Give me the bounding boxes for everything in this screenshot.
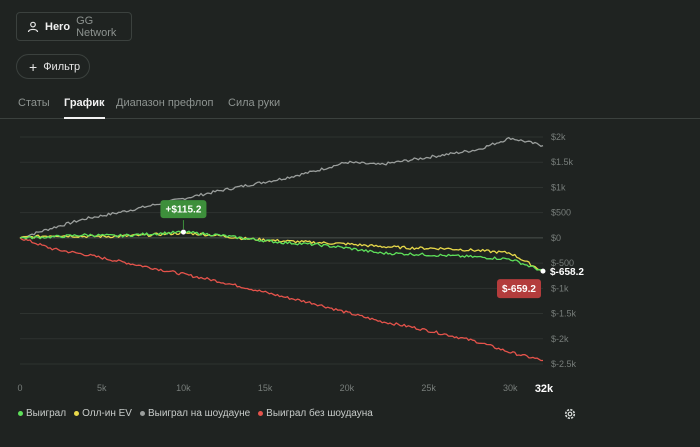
legend-dot (139, 411, 145, 416)
series-line (19, 230, 544, 272)
peak-badge (160, 200, 207, 219)
x-tick-label: 20k (340, 383, 355, 393)
y-tick-label: $-1.5k (551, 309, 577, 319)
x-tick-label: 10k (176, 383, 191, 393)
chart-grid (20, 136, 543, 365)
hero-name: Hero (45, 20, 71, 33)
filter-button[interactable]: + Фильтр (16, 54, 90, 79)
legend-label: Выиграл без шоудауна (266, 408, 373, 419)
x-end-label: 32k (535, 383, 554, 395)
legend-dot (74, 411, 80, 416)
legend-item-non-showdown[interactable]: Выиграл без шоудауна (258, 408, 373, 419)
legend-item-showdown[interactable]: Выиграл на шоудауне (139, 408, 251, 419)
chart-legend: Выиграл Олл-ин EV Выиграл на шоудауне Вы… (18, 408, 373, 419)
y-tick-label: $1.5k (551, 157, 574, 167)
y-axis-ticks: $2k $1.5k $1k $500 $0 $-500 $-1k $-1.5k $-2k $-2.… (551, 132, 577, 369)
legend-dot (258, 411, 264, 416)
tab-preflop-range[interactable]: Диапазон префлоп (116, 97, 214, 109)
y-tick-label: $2k (551, 132, 566, 142)
chart-series (19, 136, 544, 362)
hero-network: GG Network (76, 14, 117, 39)
peak-dot (180, 229, 186, 235)
tab-stats[interactable]: Статы (18, 97, 50, 109)
filter-label: Фильтр (43, 60, 81, 73)
series-line (19, 136, 544, 239)
user-icon (27, 21, 39, 33)
series-line (19, 237, 543, 362)
x-tick-label: 0 (17, 383, 22, 393)
end-badge-ev (497, 279, 541, 299)
y-tick-label: $0 (551, 233, 561, 243)
gear-icon[interactable] (563, 407, 577, 421)
x-tick-label: 25k (421, 383, 436, 393)
legend-label: Выиграл на шоудауне (147, 408, 251, 419)
x-tick-label: 5k (97, 383, 107, 393)
y-tick-label: $-500 (551, 258, 574, 268)
y-tick-label: $-2k (551, 334, 569, 344)
end-label-won: $-658.2 (550, 267, 584, 278)
legend-label: Олл-ин EV (82, 408, 132, 419)
profit-chart: $2k $1.5k $1k $500 $0 $-500 $-1k $-1.5k $-2k $-2.… (17, 132, 584, 395)
legend-dot (18, 411, 23, 416)
end-dot (540, 268, 546, 274)
y-tick-label: $-2.5k (551, 359, 577, 369)
peak-label: +$115.2 (166, 205, 202, 216)
x-tick-label: 30k (503, 383, 518, 393)
chart-annotations: +$115.2 $-658.2 $-659.2 (160, 200, 584, 299)
x-tick-label: 15k (258, 383, 273, 393)
plus-icon: + (29, 58, 38, 75)
series-line (19, 231, 544, 272)
legend-label: Выиграл (26, 408, 67, 419)
legend-item-allin-ev[interactable]: Олл-ин EV (74, 408, 132, 419)
tab-bar: Статы График Диапазон префлоп Сила руки (0, 92, 700, 119)
y-tick-label: $1k (551, 182, 566, 192)
x-axis-ticks: 0 5k 10k 15k 20k 25k 30k 32k (17, 383, 554, 395)
tab-hand-strength[interactable]: Сила руки (228, 97, 281, 109)
end-label-ev: $-659.2 (502, 284, 536, 295)
legend-item-won[interactable]: Выиграл (18, 408, 66, 419)
tab-graph[interactable]: График (64, 97, 105, 119)
hero-selector[interactable]: Hero GG Network (16, 12, 132, 41)
y-tick-label: $500 (551, 208, 571, 218)
y-tick-label: $-1k (551, 283, 569, 293)
